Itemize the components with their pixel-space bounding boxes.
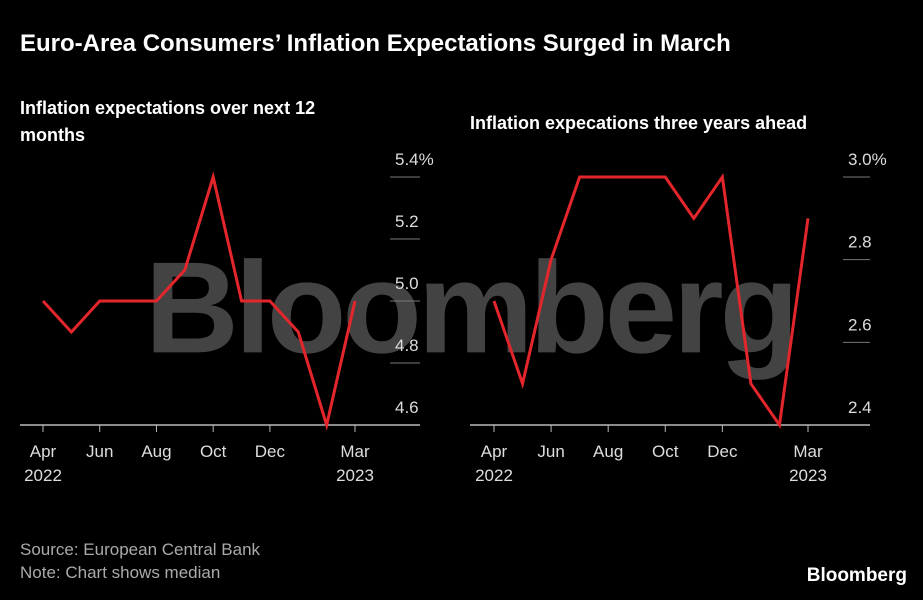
chart-title: Inflation expectations over next 12 mont… — [20, 98, 316, 145]
x-tick-label: Jun — [86, 442, 114, 461]
source: Source: European Central Bank — [20, 540, 261, 559]
x-tick-label: Oct — [199, 442, 227, 461]
y-tick-label: 5.2 — [395, 212, 419, 231]
y-tick-label: 4.6 — [395, 398, 419, 417]
x-tick-label: Aug — [593, 442, 624, 461]
x-tick-label: Apr 2022 — [475, 442, 513, 485]
data-line — [41, 171, 357, 431]
watermark: Bloomberg — [145, 234, 795, 380]
data-line — [492, 172, 810, 430]
y-tick-label: 2.8 — [848, 233, 872, 252]
y-tick-label: 5.4% — [395, 150, 434, 169]
x-tick-label: Apr 2022 — [24, 442, 62, 485]
x-tick-label: Dec — [254, 442, 286, 461]
x-tick-label: Aug — [141, 442, 172, 461]
x-tick-label: Dec — [707, 442, 738, 461]
x-tick-label: Mar 2023 — [789, 442, 827, 485]
y-tick-label: 3.0% — [848, 150, 887, 169]
y-tick-label: 2.6 — [848, 315, 872, 334]
x-tick-label: Oct — [652, 442, 679, 461]
brand: Bloomberg — [806, 565, 907, 586]
y-tick-label: 5.0 — [395, 274, 419, 293]
chart-title: Inflation expecations three years ahead — [470, 113, 808, 133]
x-tick-label: Jun — [537, 442, 565, 461]
note: Note: Chart shows median — [20, 563, 221, 582]
page-title: Euro-Area Consumers’ Inflation Expectati… — [20, 30, 731, 57]
x-tick-label: Mar 2023 — [336, 442, 374, 485]
y-tick-label: 4.8 — [395, 336, 419, 355]
y-tick-label: 2.4 — [848, 398, 872, 417]
